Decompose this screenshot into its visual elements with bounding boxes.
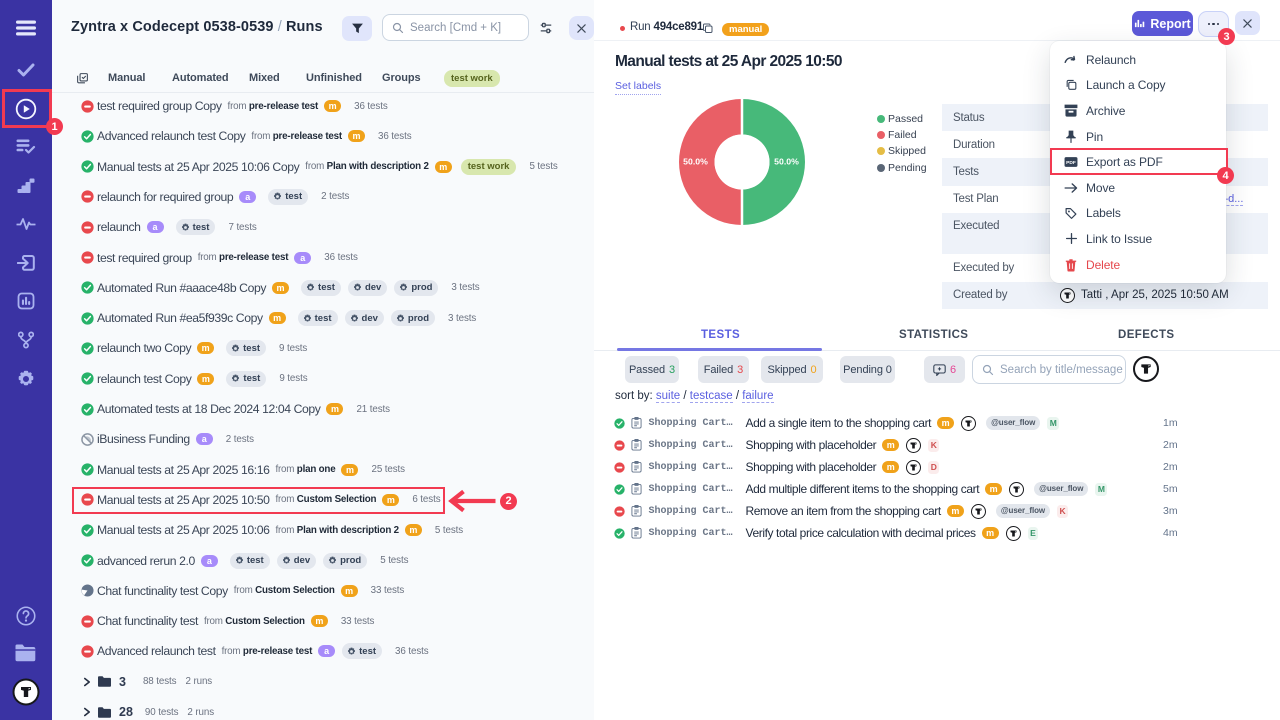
svg-text:50.0%: 50.0% xyxy=(683,157,708,167)
svg-text:PDF: PDF xyxy=(1066,160,1076,166)
svg-text:50.0%: 50.0% xyxy=(774,157,799,167)
